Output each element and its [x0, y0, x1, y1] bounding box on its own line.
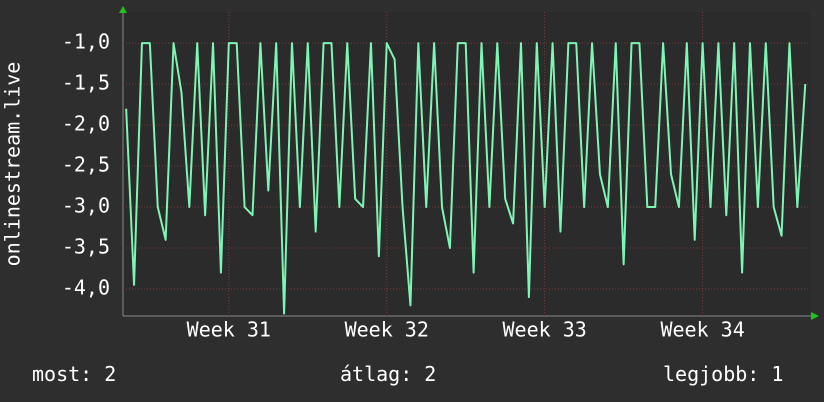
x-tick-label: Week 32 — [345, 318, 429, 342]
y-tick-label: -1,0 — [62, 30, 110, 54]
y-tick-label: -3,5 — [62, 234, 110, 258]
x-arrow — [811, 312, 819, 320]
stat-label: átlag: — [340, 362, 412, 386]
x-tick-label: Week 33 — [503, 318, 587, 342]
y-axis-label: onlinestream.live — [1, 62, 25, 267]
data-line — [125, 42, 807, 315]
x-tick-label: Week 31 — [187, 318, 271, 342]
stat: most: 2 — [32, 362, 116, 386]
stat-label: most: — [32, 362, 92, 386]
stat: átlag: 2 — [340, 362, 436, 386]
stat-value: 1 — [771, 362, 783, 386]
stat: legjobb: 1 — [663, 362, 783, 386]
y-tick-label: -4,0 — [62, 275, 110, 299]
y-tick-label: -3,0 — [62, 194, 110, 218]
stat-label: legjobb: — [663, 362, 759, 386]
y-tick-label: -1,5 — [62, 71, 110, 95]
stat-value: 2 — [104, 362, 116, 386]
stat-value: 2 — [424, 362, 436, 386]
x-tick-label: Week 34 — [660, 318, 744, 342]
y-arrow — [119, 6, 127, 13]
y-tick-label: -2,0 — [62, 112, 110, 136]
y-tick-label: -2,5 — [62, 153, 110, 177]
